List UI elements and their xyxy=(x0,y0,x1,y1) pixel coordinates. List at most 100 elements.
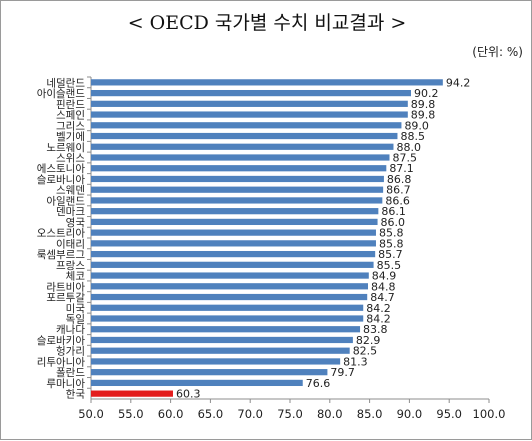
bar xyxy=(91,283,369,290)
value-label: 86.8 xyxy=(387,173,412,186)
category-label: 아이슬랜드 xyxy=(37,88,86,100)
bar xyxy=(91,132,398,140)
x-tick-label: 90.0 xyxy=(397,407,423,421)
x-tick-label: 75.0 xyxy=(277,407,303,421)
x-tick-label: 65.0 xyxy=(198,407,224,421)
bar-highlight xyxy=(91,390,173,397)
bar xyxy=(91,250,376,258)
value-label: 86.7 xyxy=(386,184,411,197)
x-tick-label: 50.0 xyxy=(78,407,104,421)
category-label: 핀란드 xyxy=(56,99,85,111)
value-label: 84.2 xyxy=(366,302,391,315)
category-label: 리투아니아 xyxy=(37,356,86,368)
bar xyxy=(91,315,364,322)
value-label: 90.2 xyxy=(414,87,439,100)
value-label: 87.1 xyxy=(389,162,414,175)
category-label: 네덜란드 xyxy=(46,77,85,89)
bar xyxy=(91,186,384,193)
value-label: 84.7 xyxy=(370,291,395,304)
bar xyxy=(91,369,328,376)
bar xyxy=(91,165,387,172)
bar xyxy=(91,379,303,387)
bar xyxy=(91,154,390,161)
bar xyxy=(91,218,378,226)
bar xyxy=(91,347,350,354)
bar xyxy=(91,261,374,268)
value-label: 79.7 xyxy=(330,366,355,379)
value-label: 86.6 xyxy=(385,194,410,207)
x-tick-label: 55.0 xyxy=(118,407,144,421)
value-label: 84.9 xyxy=(372,270,397,283)
category-label: 오스트리아 xyxy=(37,228,86,240)
bar xyxy=(91,100,408,107)
category-label: 헝가리 xyxy=(56,346,85,358)
x-tick-label: 70.0 xyxy=(237,407,263,421)
chart-title: < OECD 국가별 수치 비교결과 > xyxy=(127,12,407,34)
value-label: 85.8 xyxy=(379,227,404,240)
value-label: 86.0 xyxy=(381,216,406,229)
value-label: 81.3 xyxy=(343,355,368,368)
bar xyxy=(91,240,376,247)
category-label: 스페인 xyxy=(56,110,85,122)
category-label: 덴마크 xyxy=(56,206,85,218)
category-label: 폴란드 xyxy=(56,367,85,379)
bar xyxy=(91,336,353,344)
value-label: 83.8 xyxy=(363,323,388,336)
x-tick-label: 85.0 xyxy=(357,407,383,421)
category-label: 이태리 xyxy=(56,238,85,250)
value-label: 84.2 xyxy=(366,313,391,326)
category-label: 벨기에 xyxy=(56,131,85,143)
value-label: 87.5 xyxy=(393,152,418,165)
value-label: 84.8 xyxy=(371,280,396,293)
category-label: 포르투갈 xyxy=(46,291,85,304)
bar xyxy=(91,175,384,183)
category-label: 슬로바니아 xyxy=(37,174,86,186)
category-label: 에스토니아 xyxy=(37,163,86,175)
bar xyxy=(91,272,369,279)
value-label: 94.2 xyxy=(446,76,471,89)
value-label: 60.3 xyxy=(176,388,201,401)
unit-label: (단위: %) xyxy=(472,45,523,59)
bar xyxy=(91,304,364,311)
value-label: 82.5 xyxy=(353,345,378,358)
bar xyxy=(91,229,376,236)
value-label: 85.5 xyxy=(377,259,402,272)
x-tick-label: 80.0 xyxy=(317,407,343,421)
category-label: 미국 xyxy=(66,303,86,315)
category-label: 프랑스 xyxy=(56,260,85,272)
category-label: 영국 xyxy=(66,217,86,229)
category-label: 캐나다 xyxy=(56,324,85,336)
category-label: 그리스 xyxy=(56,120,85,132)
bar xyxy=(91,143,394,150)
value-label: 88.0 xyxy=(396,141,421,154)
x-tick-label: 100.0 xyxy=(473,407,506,421)
bar xyxy=(91,208,379,215)
category-label: 슬로바키아 xyxy=(37,335,86,347)
value-label: 89.8 xyxy=(411,109,436,122)
value-label: 89.0 xyxy=(404,119,429,132)
category-label: 룩셈부르그 xyxy=(37,249,86,261)
category-label: 스위스 xyxy=(56,152,85,165)
category-label: 한국 xyxy=(66,389,86,401)
category-label: 노르웨이 xyxy=(46,142,85,154)
value-label: 85.7 xyxy=(378,248,403,261)
x-tick-label: 60.0 xyxy=(158,407,184,421)
x-tick-label: 95.0 xyxy=(436,407,462,421)
value-label: 76.6 xyxy=(306,377,331,390)
bar xyxy=(91,89,411,97)
bar xyxy=(91,326,361,333)
value-label: 86.1 xyxy=(381,205,406,218)
value-label: 82.9 xyxy=(356,334,381,347)
bar xyxy=(91,111,408,118)
bar xyxy=(91,293,368,301)
category-label: 루마니아 xyxy=(46,378,85,390)
category-label: 아일랜드 xyxy=(46,194,85,207)
bar xyxy=(91,197,383,204)
bar xyxy=(91,122,402,129)
category-label: 체코 xyxy=(66,271,86,283)
category-label: 독일 xyxy=(66,313,85,326)
bar xyxy=(91,358,341,365)
value-label: 88.5 xyxy=(400,130,425,143)
